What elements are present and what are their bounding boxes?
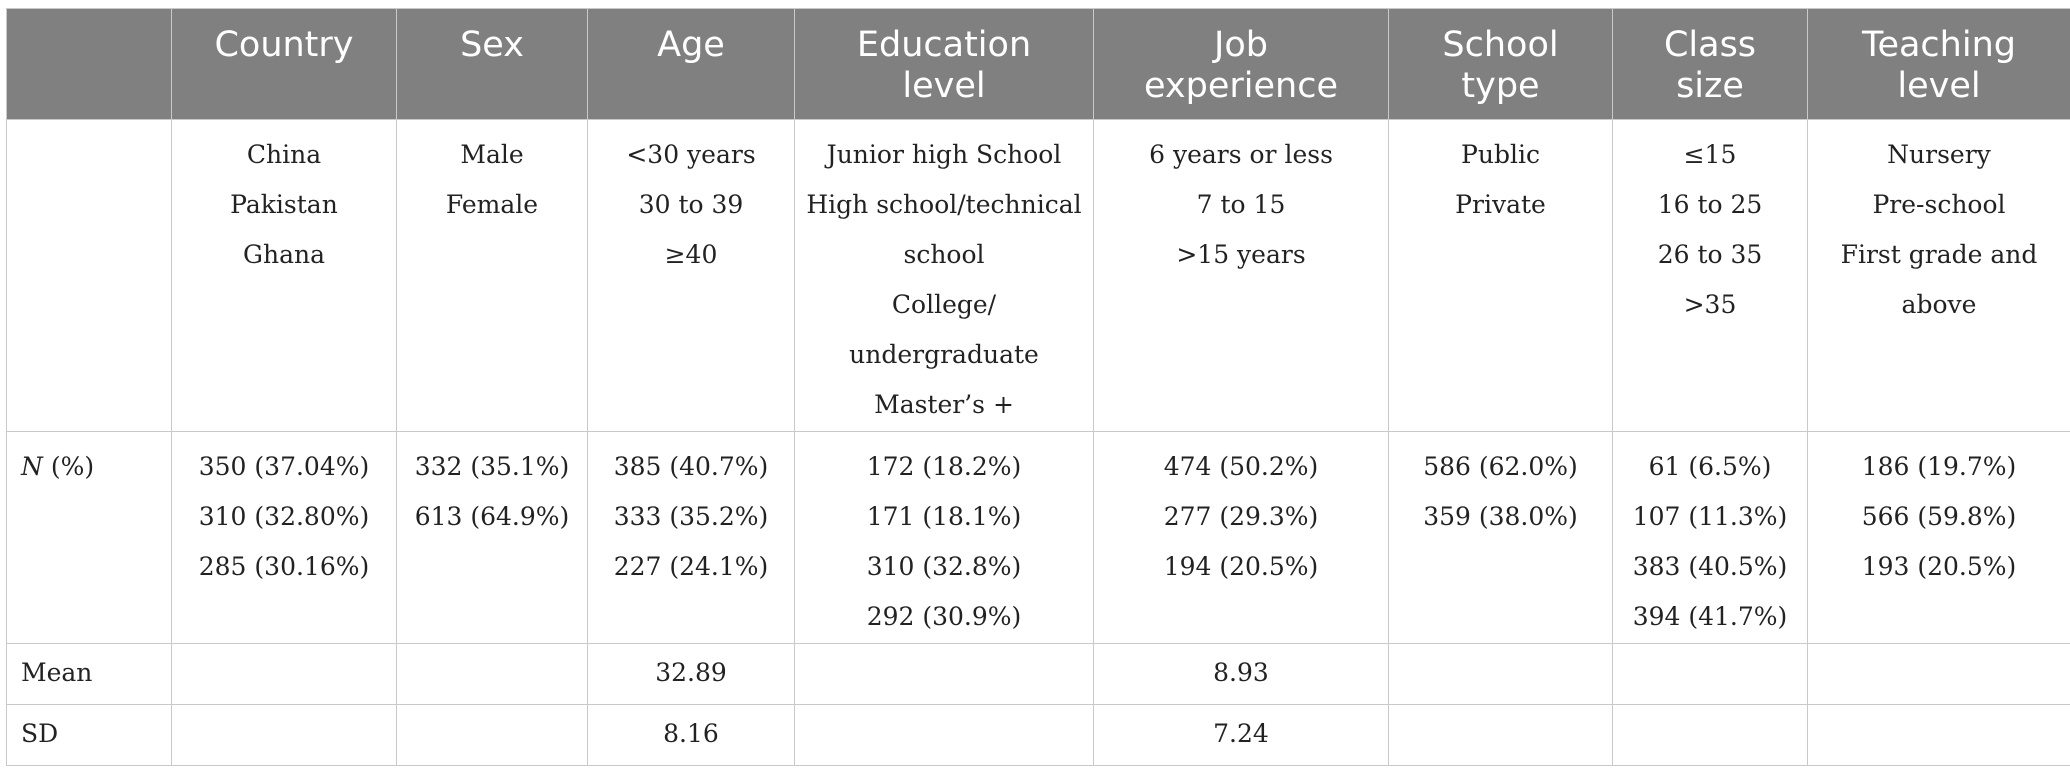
sex-sd-cell [396,704,588,766]
age-mean-cell: 32.89 [587,643,795,705]
class-size-sd-cell [1612,704,1808,766]
country-categories-cell: China Pakistan Ghana [171,119,397,432]
age-n-cell: 385 (40.7%) 333 (35.2%) 227 (24.1%) [587,431,795,644]
teaching-n-cell: 186 (19.7%) 566 (59.8%) 193 (20.5%) [1807,431,2070,644]
class-size-n-cell: 61 (6.5%) 107 (11.3%) 383 (40.5%) 394 (4… [1612,431,1808,644]
sex-categories-cell: Male Female [396,119,588,432]
experience-n-cell: 474 (50.2%) 277 (29.3%) 194 (20.5%) [1093,431,1389,644]
demographics-table: Country Sex Age Education level Job expe… [6,8,2070,766]
teaching-categories-cell: Nursery Pre-school First grade and above [1807,119,2070,432]
age-categories-cell: <30 years 30 to 39 ≥40 [587,119,795,432]
mean-row: Mean 32.89 8.93 [6,643,2070,705]
school-type-sd-cell [1388,704,1613,766]
mean-label: Mean [6,643,172,705]
header-class-size: Class size [1612,8,1808,120]
school-type-categories-cell: Public Private [1388,119,1613,432]
header-school-type: School type [1388,8,1613,120]
sd-row: SD 8.16 7.24 [6,704,2070,766]
education-mean-cell [794,643,1094,705]
categories-label-cell [6,119,172,432]
teaching-sd-cell [1807,704,2070,766]
country-sd-cell [171,704,397,766]
sex-n-cell: 332 (35.1%) 613 (64.9%) [396,431,588,644]
header-sex: Sex [396,8,588,120]
age-sd-cell: 8.16 [587,704,795,766]
school-type-n-cell: 586 (62.0%) 359 (38.0%) [1388,431,1613,644]
n-percent-label: N (%) [6,431,172,644]
class-size-mean-cell [1612,643,1808,705]
education-n-cell: 172 (18.2%) 171 (18.1%) 310 (32.8%) 292 … [794,431,1094,644]
school-type-mean-cell [1388,643,1613,705]
header-country: Country [171,8,397,120]
header-teaching-level: Teaching level [1807,8,2070,120]
sex-mean-cell [396,643,588,705]
header-education-level: Education level [794,8,1094,120]
education-categories-cell: Junior high School High school/technical… [794,119,1094,432]
country-n-cell: 350 (37.04%) 310 (32.80%) 285 (30.16%) [171,431,397,644]
header-age: Age [587,8,795,120]
country-mean-cell [171,643,397,705]
categories-row: China Pakistan Ghana Male Female <30 yea… [6,119,2070,432]
teaching-mean-cell [1807,643,2070,705]
experience-sd-cell: 7.24 [1093,704,1389,766]
header-job-experience: Job experience [1093,8,1389,120]
header-row: Country Sex Age Education level Job expe… [6,8,2070,120]
experience-categories-cell: 6 years or less 7 to 15 >15 years [1093,119,1389,432]
class-size-categories-cell: ≤15 16 to 25 26 to 35 >35 [1612,119,1808,432]
header-blank-cell [6,8,172,120]
education-sd-cell [794,704,1094,766]
n-percent-row: N (%) 350 (37.04%) 310 (32.80%) 285 (30.… [6,431,2070,644]
sd-label: SD [6,704,172,766]
experience-mean-cell: 8.93 [1093,643,1389,705]
